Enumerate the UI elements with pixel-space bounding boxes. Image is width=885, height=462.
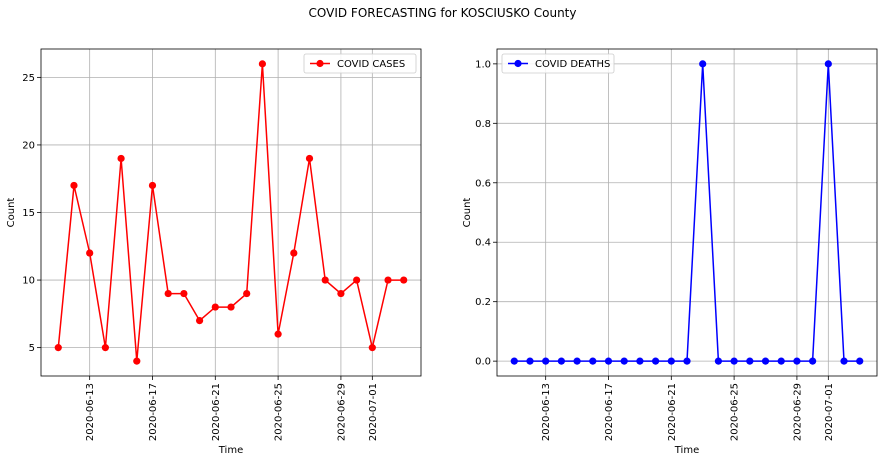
legend-label: COVID CASES <box>337 59 405 70</box>
data-point <box>368 344 376 352</box>
data-point <box>856 357 864 365</box>
x-tick-label: 2020-06-21 <box>667 383 678 441</box>
figure-title: COVID FORECASTING for KOSCIUSKO County <box>308 6 577 20</box>
x-tick-label: 2020-06-29 <box>792 383 803 441</box>
axes-frame <box>496 48 878 377</box>
data-point <box>777 357 785 365</box>
y-tick-label: 15 <box>22 208 35 219</box>
data-point <box>164 289 172 298</box>
chart-panel-1: 2020-06-13 2020-06-17 2020-06-21 2020-06-25… <box>6 48 422 456</box>
chart-panel-2: 2020-06-13 2020-06-17 2020-06-21 2020-06-25… <box>462 48 878 456</box>
x-axis-label: Time <box>674 445 699 456</box>
y-tick-label: 1.0 <box>475 59 491 70</box>
data-point <box>133 357 141 365</box>
legend-marker <box>514 59 522 68</box>
data-point <box>589 357 597 365</box>
x-tick-label: 2020-07-01 <box>368 383 379 441</box>
legend-marker <box>316 59 324 68</box>
data-point <box>211 303 219 311</box>
data-point <box>86 249 94 257</box>
x-tick-label: 2020-06-17 <box>604 383 615 441</box>
y-tick-label: 0.2 <box>475 297 491 308</box>
data-point <box>243 289 251 298</box>
data-point <box>180 289 188 298</box>
data-point <box>699 60 707 68</box>
data-point <box>290 249 298 257</box>
y-tick-label: 5 <box>29 343 35 354</box>
series-line <box>514 63 860 362</box>
y-tick-label: 25 <box>22 73 35 84</box>
legend: COVID DEATHS <box>501 53 615 74</box>
data-point <box>337 289 345 298</box>
data-point <box>683 357 691 365</box>
data-point <box>305 154 314 163</box>
data-point <box>101 344 109 352</box>
legend-label: COVID DEATHS <box>535 59 610 70</box>
data-point <box>148 181 157 190</box>
x-axis-label: Time <box>218 445 243 456</box>
legend-box <box>303 53 417 74</box>
legend: COVID CASES <box>303 53 417 74</box>
data-point <box>840 357 848 365</box>
data-point <box>510 357 518 365</box>
data-point <box>651 357 660 365</box>
data-point <box>195 316 204 325</box>
x-tick-label: 2020-06-29 <box>336 383 347 441</box>
x-tick-label: 2020-07-01 <box>824 383 835 441</box>
data-point <box>542 357 550 365</box>
data-point <box>824 60 832 68</box>
y-tick-label: 20 <box>22 140 35 151</box>
data-point <box>258 60 267 68</box>
legend-box <box>501 53 615 74</box>
data-point <box>353 276 361 284</box>
data-point <box>636 357 644 365</box>
x-tick-label: 2020-06-25 <box>730 383 741 441</box>
x-tick-label: 2020-06-25 <box>274 383 285 441</box>
data-point <box>620 357 628 365</box>
x-tick-label: 2020-06-17 <box>148 383 159 441</box>
y-axis-label: Count <box>6 198 17 228</box>
data-point <box>227 303 235 311</box>
data-point <box>384 276 392 284</box>
y-tick-label: 0.0 <box>475 357 491 368</box>
data-point <box>730 357 738 365</box>
data-point <box>809 357 817 365</box>
data-point <box>400 276 408 284</box>
y-tick-label: 0.8 <box>475 119 491 130</box>
data-point <box>573 357 581 365</box>
data-point <box>714 357 723 365</box>
y-tick-label: 10 <box>22 276 35 287</box>
y-tick-label: 0.6 <box>475 178 491 189</box>
data-point <box>70 181 78 190</box>
data-point <box>54 344 62 352</box>
data-point <box>604 357 613 365</box>
y-axis-label: Count <box>462 198 473 228</box>
data-point <box>793 357 801 365</box>
data-point <box>321 276 329 284</box>
data-point <box>557 357 565 365</box>
data-point <box>761 357 770 365</box>
data-point <box>274 330 282 338</box>
data-point <box>526 357 534 365</box>
data-point <box>746 357 754 365</box>
x-tick-label: 2020-06-13 <box>541 383 552 441</box>
data-point <box>117 154 125 163</box>
x-tick-label: 2020-06-13 <box>85 383 96 441</box>
x-tick-label: 2020-06-21 <box>211 383 222 441</box>
data-point <box>667 357 675 365</box>
y-tick-label: 0.4 <box>475 238 491 249</box>
